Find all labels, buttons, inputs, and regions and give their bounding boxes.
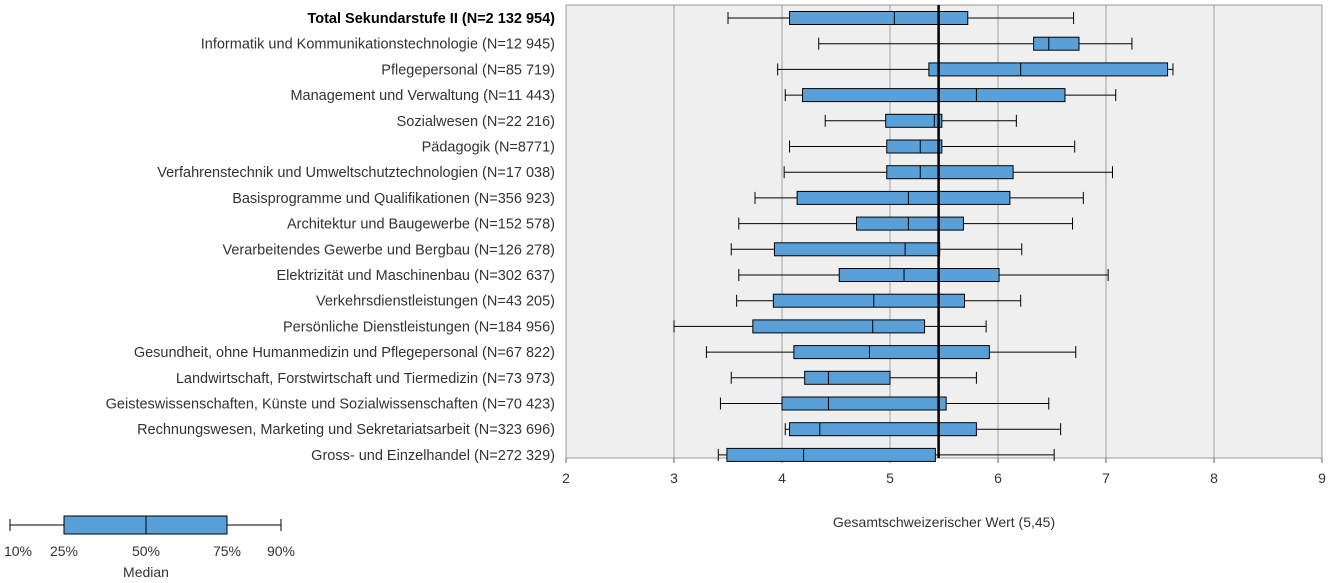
box xyxy=(838,268,1000,282)
category-label: Persönliche Dienstleistungen (N=184 956) xyxy=(283,319,555,335)
x-tick-label: 4 xyxy=(778,470,786,486)
box-row xyxy=(717,447,1055,462)
box-row xyxy=(705,345,1077,360)
x-tick-label: 3 xyxy=(670,470,678,486)
box xyxy=(804,370,891,385)
box xyxy=(789,11,969,25)
legend-label: 50% xyxy=(132,543,160,559)
category-label: Informatik und Kommunikationstechnologie… xyxy=(201,37,555,53)
category-label: Basisprogramme und Qualifikationen (N=35… xyxy=(232,191,555,207)
box xyxy=(773,242,941,257)
box xyxy=(802,88,1066,103)
box xyxy=(886,139,943,154)
category-label: Landwirtschaft, Forstwirtschaft und Tier… xyxy=(176,371,555,387)
box-row xyxy=(818,36,1133,51)
box-row xyxy=(824,113,1017,128)
box-row xyxy=(727,11,1075,25)
box xyxy=(789,422,977,437)
reference-label: Gesamtschweizerischer Wert (5,45) xyxy=(833,514,1055,530)
x-axis: 2 3 4 5 6 7 8 9 xyxy=(562,458,1326,486)
box-row xyxy=(789,139,1076,154)
category-label: Architektur und Baugewerbe (N=152 578) xyxy=(287,217,555,233)
box xyxy=(772,293,966,308)
category-label: Verarbeitendes Gewerbe und Bergbau (N=12… xyxy=(222,242,555,258)
legend-median-label: Median xyxy=(123,564,169,580)
category-label: Geisteswissenschaften, Künste und Sozial… xyxy=(106,397,555,413)
box xyxy=(1033,36,1080,51)
legend-label: 10% xyxy=(4,543,32,559)
plot-border xyxy=(565,4,1323,459)
x-tick-label: 5 xyxy=(886,470,894,486)
category-label: Pflegepersonal (N=85 719) xyxy=(381,62,555,78)
box-row xyxy=(730,370,977,385)
category-label: Rechnungswesen, Marketing und Sekretaria… xyxy=(137,422,555,438)
box xyxy=(726,447,936,462)
legend-label: 75% xyxy=(213,543,241,559)
box xyxy=(856,216,964,231)
box xyxy=(886,165,1014,180)
category-label: Elektrizität und Maschinenbau (N=302 637… xyxy=(277,268,555,284)
box-row xyxy=(777,62,1174,77)
box-row xyxy=(736,293,1022,308)
legend: 10% 25% 50% 75% 90% Median xyxy=(4,515,295,580)
box-row xyxy=(673,319,987,334)
legend-label: 90% xyxy=(267,543,295,559)
category-label: Sozialwesen (N=22 216) xyxy=(397,114,555,130)
box xyxy=(796,190,1011,205)
x-tick-label: 9 xyxy=(1318,470,1326,486)
box-row xyxy=(738,216,1074,231)
box xyxy=(781,396,947,411)
box xyxy=(793,345,990,360)
x-tick-label: 7 xyxy=(1102,470,1110,486)
category-label: Gesundheit, ohne Humanmedizin und Pflege… xyxy=(134,345,555,361)
category-label: Verkehrsdienstleistungen (N=43 205) xyxy=(316,294,555,310)
category-labels: Total Sekundarstufe II (N=2 132 954) Info… xyxy=(106,11,556,464)
x-tick-label: 8 xyxy=(1210,470,1218,486)
box-row xyxy=(730,242,1023,257)
box-row xyxy=(738,268,1109,282)
plot-background xyxy=(566,5,1322,458)
gridlines xyxy=(673,5,1215,458)
boxes xyxy=(673,11,1174,462)
category-label: Verfahrenstechnik und Umweltschutztechno… xyxy=(157,165,555,181)
box-row xyxy=(784,88,1117,103)
box-row xyxy=(719,396,1050,411)
x-tick-label: 6 xyxy=(994,470,1002,486)
box-row xyxy=(754,190,1084,205)
box xyxy=(885,113,943,128)
category-label: Total Sekundarstufe II (N=2 132 954) xyxy=(307,11,555,27)
box-row xyxy=(783,165,1113,180)
legend-label: 25% xyxy=(50,543,78,559)
category-label: Management und Verwaltung (N=11 443) xyxy=(290,88,555,104)
x-tick-label: 2 xyxy=(562,470,570,486)
category-label: Gross- und Einzelhandel (N=272 329) xyxy=(311,448,555,464)
box-row xyxy=(784,422,1062,437)
category-label: Pädagogik (N=8771) xyxy=(422,140,555,156)
box xyxy=(928,62,1169,77)
box xyxy=(752,319,926,334)
